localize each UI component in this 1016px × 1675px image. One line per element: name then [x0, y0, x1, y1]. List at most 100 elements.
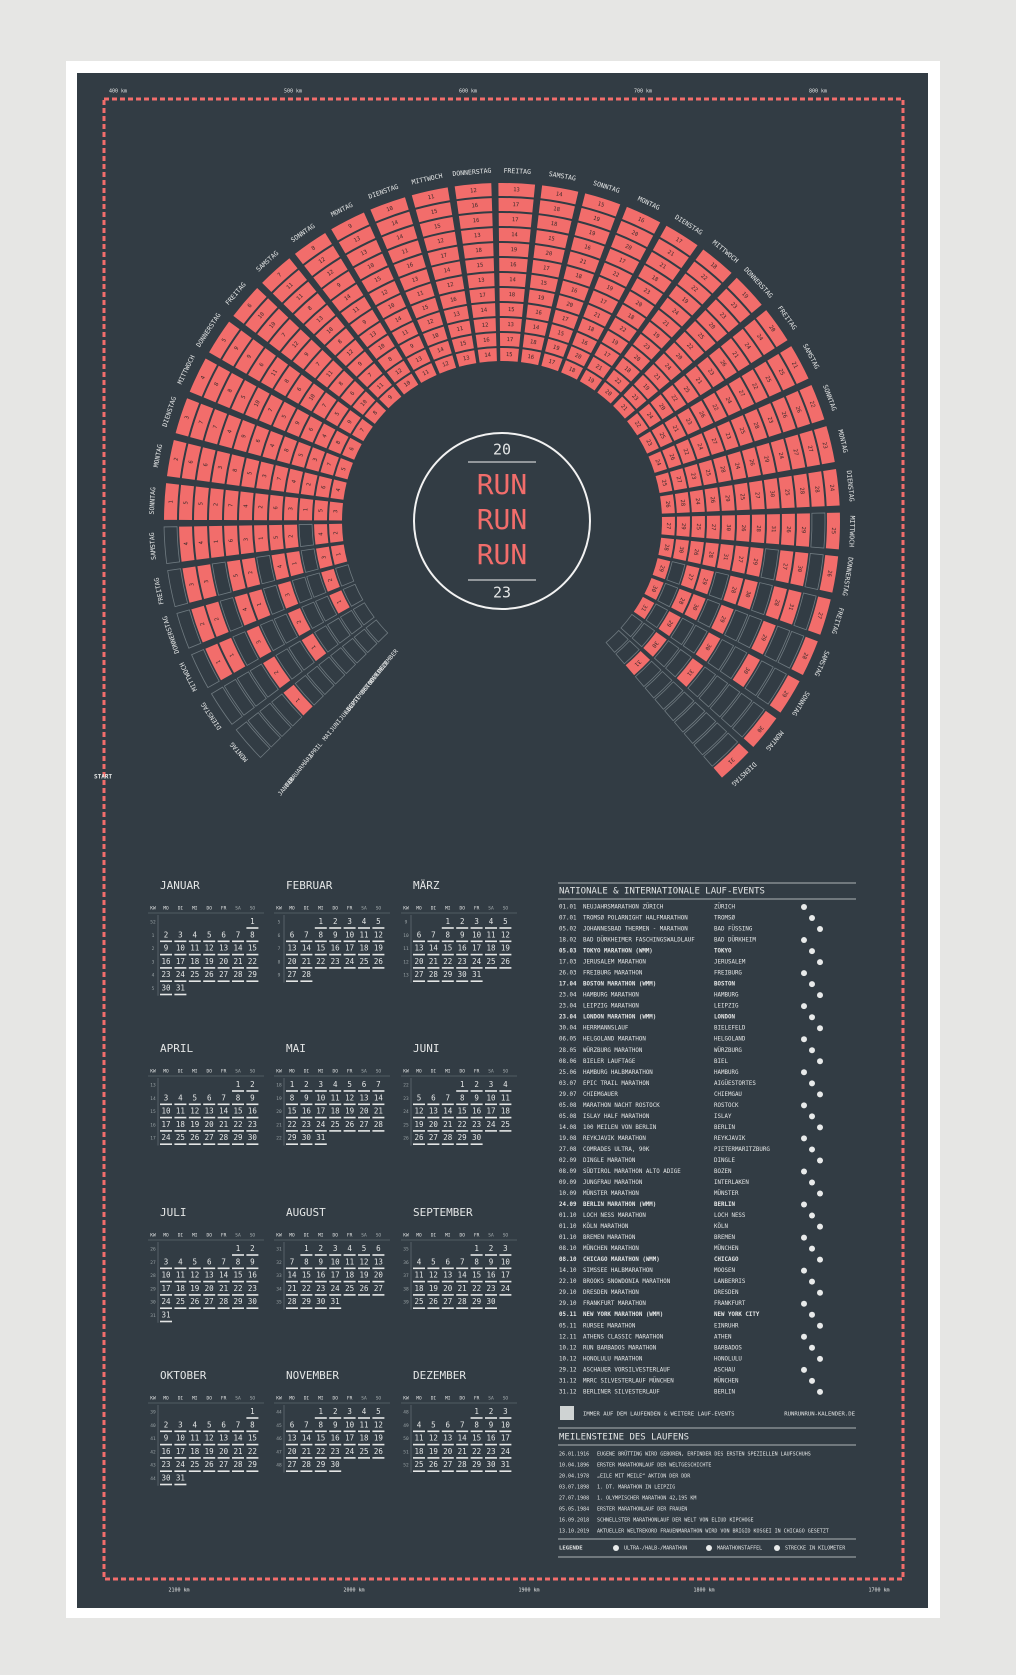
day-cell	[613, 396, 635, 419]
day-number: 28	[707, 551, 714, 558]
calendar-day: 25	[359, 957, 368, 966]
event-date: 26.03	[559, 971, 577, 977]
km-label: 400 km	[109, 89, 127, 95]
calendar-day: 23	[331, 1447, 340, 1456]
day-number: 21	[619, 404, 628, 413]
event-dot	[801, 1366, 807, 1373]
day-cell	[633, 333, 661, 360]
day-cell	[205, 601, 229, 637]
day-cell	[654, 353, 682, 381]
day-cell	[263, 656, 291, 689]
day-number: 5	[334, 411, 341, 417]
day-cell	[353, 253, 388, 280]
day-cell	[577, 318, 605, 340]
calendar-day: 31	[176, 984, 185, 993]
kw-header: KW	[150, 1396, 156, 1402]
day-cell	[625, 650, 651, 676]
empty-cell	[615, 640, 640, 665]
day-number: 31	[770, 526, 776, 533]
event-city: HELGOLAND	[714, 1037, 746, 1043]
day-cell	[808, 596, 831, 635]
day-number: 7	[198, 420, 205, 425]
calendar-day: 1	[250, 1407, 255, 1416]
day-cell	[581, 193, 621, 217]
day-cell	[638, 265, 672, 293]
day-number: 30	[677, 546, 684, 553]
event-date: 31.12	[559, 1389, 576, 1395]
day-cell	[352, 391, 376, 415]
weekday-header: DO	[206, 1396, 212, 1402]
calendar-day: 6	[362, 1080, 367, 1089]
day-cell	[685, 366, 712, 396]
day-cell	[732, 653, 760, 688]
day-cell	[703, 427, 725, 455]
week-number: 35	[403, 1247, 409, 1253]
day-cell	[181, 443, 202, 480]
day-number: 14	[394, 316, 403, 325]
event-city: ZÜRICH	[714, 904, 735, 911]
event-city: CHIEMGAU	[714, 1092, 742, 1098]
weekday-header: SO	[376, 1396, 382, 1402]
calendar-day: 23	[486, 1447, 495, 1456]
day-cell	[329, 590, 350, 614]
calendar-day: 25	[359, 1447, 368, 1456]
day-number: 28	[772, 598, 780, 606]
day-number: 30	[691, 603, 699, 611]
empty-cell	[719, 646, 748, 680]
event-date: 29.10	[559, 1301, 577, 1307]
day-number: 22	[681, 448, 689, 456]
day-cell	[643, 631, 667, 657]
empty-cell	[810, 512, 826, 549]
weekday-header: SA	[235, 1233, 241, 1239]
calendar-day: 2	[333, 917, 338, 926]
calendar-day: 11	[190, 944, 199, 953]
week-number: 6	[278, 933, 281, 939]
calendar-day: 24	[345, 957, 355, 966]
day-number: 31	[639, 603, 648, 612]
day-number: 25	[738, 427, 746, 435]
day-cell	[638, 403, 661, 428]
day-number: 21	[579, 258, 587, 266]
day-number: 20	[634, 300, 643, 309]
event-city: TROMSØ	[714, 915, 735, 922]
day-cell	[166, 440, 187, 478]
day-number: 5	[247, 471, 254, 475]
day-number: 18	[709, 262, 718, 271]
day-number: 27	[710, 437, 718, 445]
calendar-day: 4	[489, 917, 494, 926]
empty-cell	[751, 582, 773, 616]
day-cell	[538, 200, 575, 220]
calendar-day: 10	[472, 930, 482, 939]
calendar-day: 30	[248, 1133, 258, 1142]
calendar-day: 14	[233, 944, 243, 953]
calendar-day: 22	[233, 1284, 242, 1293]
calendar-day: 3	[333, 1244, 338, 1253]
calendar-day: 30	[161, 984, 171, 993]
day-number: 19	[610, 338, 619, 347]
calendar-day: 16	[331, 944, 341, 953]
event-date: 29.07	[559, 1092, 577, 1098]
kw-header: KW	[276, 1396, 282, 1402]
event-dot	[817, 1124, 823, 1131]
calendar-day: 9	[250, 1093, 255, 1102]
day-cell	[499, 288, 525, 303]
day-cell	[233, 287, 267, 324]
calendar-day: 25	[345, 1284, 354, 1293]
day-number: 28	[752, 421, 760, 429]
day-number: 3	[256, 639, 263, 645]
milestone-date: 26.01.1916	[559, 1452, 589, 1458]
day-cell	[190, 403, 214, 441]
day-number: 1	[292, 561, 299, 565]
day-number: 3	[333, 510, 339, 514]
day-cell	[217, 372, 244, 409]
day-cell	[197, 564, 217, 600]
calendar-day: 12	[429, 1434, 438, 1443]
day-cell	[723, 575, 744, 605]
milestone-text: ERSTER MARATHONLAUF DER FRAUEN	[597, 1507, 687, 1513]
calendar-day: 18	[345, 1271, 355, 1280]
day-cell	[606, 369, 630, 393]
day-cell	[689, 489, 705, 513]
day-cell	[396, 373, 419, 395]
day-number: 13	[474, 233, 481, 240]
day-cell	[684, 464, 702, 488]
